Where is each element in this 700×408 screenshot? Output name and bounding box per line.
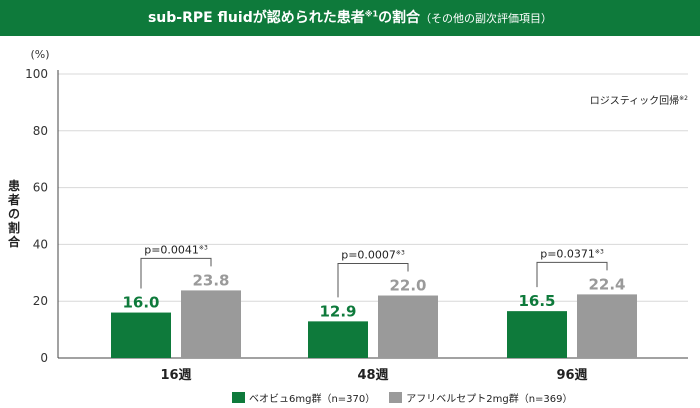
title-main: sub-RPE fluidが認められた患者: [147, 10, 365, 26]
p-value-label: p=0.0371※3: [540, 247, 604, 260]
data-label: 23.8: [192, 271, 229, 289]
x-tick-label: 48週: [357, 368, 388, 383]
y-tick-label: 20: [33, 294, 48, 308]
legend-label-aflibercept: アフリベルセプト2mg群（n=369）: [406, 394, 573, 405]
x-tick-label: 96週: [556, 368, 587, 383]
bar-brolucizumab: [308, 321, 368, 358]
legend-swatch-brolucizumab: [232, 392, 245, 403]
significance-bracket: [140, 257, 212, 289]
bar-aflibercept: [378, 295, 438, 358]
data-label: 22.0: [389, 277, 426, 295]
title-subtitle: （その他の副次評価項目）: [420, 12, 553, 25]
y-unit-label: (%): [30, 48, 49, 61]
bar-brolucizumab: [111, 312, 171, 358]
legend: ベオビュ6mg群（n=370） アフリベルセプト2mg群（n=369）: [232, 390, 587, 405]
data-label: 16.5: [518, 292, 555, 310]
y-tick-label: 0: [40, 351, 48, 365]
significance-bracket: [536, 261, 608, 288]
bar-aflibercept: [181, 290, 241, 358]
data-label: 16.0: [122, 294, 159, 312]
chart-title: sub-RPE fluidが認められた患者※1の割合（その他の副次評価項目）: [0, 0, 700, 36]
y-axis-label: 患者の割合: [7, 178, 21, 249]
legend-item-brolucizumab: ベオビュ6mg群（n=370）: [232, 390, 375, 405]
data-label: 12.9: [319, 302, 356, 320]
bar-aflibercept: [577, 294, 637, 358]
annotation: ロジスティック回帰※2: [590, 94, 688, 107]
y-tick-label: 60: [33, 181, 48, 195]
x-tick-label: 16週: [160, 368, 191, 383]
legend-item-aflibercept: アフリベルセプト2mg群（n=369）: [389, 390, 573, 405]
legend-label-brolucizumab: ベオビュ6mg群（n=370）: [249, 394, 376, 405]
data-label: 22.4: [588, 275, 625, 293]
title-footnote-mark: ※1: [364, 9, 379, 19]
bar-brolucizumab: [507, 311, 567, 358]
y-tick-label: 100: [25, 67, 48, 81]
y-tick-label: 80: [33, 124, 48, 138]
p-value-label: p=0.0041※3: [144, 243, 208, 256]
title-tail: の割合: [378, 10, 421, 26]
significance-bracket: [337, 263, 409, 298]
legend-swatch-aflibercept: [389, 392, 403, 403]
y-tick-label: 40: [33, 237, 48, 251]
p-value-label: p=0.0007※3: [341, 249, 405, 262]
